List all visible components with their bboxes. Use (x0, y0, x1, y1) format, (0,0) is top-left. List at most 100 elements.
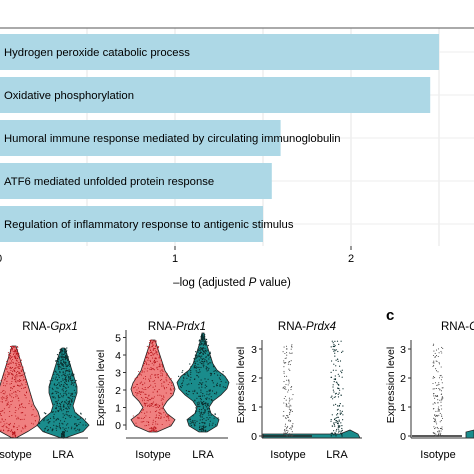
violin-point (435, 368, 437, 370)
violin-title-prefix: RNA- (22, 321, 50, 333)
violin-point (144, 360, 146, 363)
violin-point (290, 348, 292, 350)
violin-point (18, 400, 20, 402)
violin-point (208, 389, 210, 391)
violin-point (154, 382, 156, 385)
violin-point (71, 401, 73, 403)
violin-point (226, 379, 228, 381)
violin-point (432, 432, 434, 434)
violin-point (156, 350, 158, 353)
violin-point (61, 395, 63, 397)
violin-point (85, 424, 87, 426)
violin-point (204, 351, 206, 353)
violin-point (441, 417, 444, 419)
violin-point (160, 399, 162, 401)
violin-point (439, 421, 441, 423)
violin-point (202, 339, 204, 341)
violin-point (218, 377, 220, 379)
violin-point (156, 367, 158, 369)
violin-point (155, 344, 157, 346)
violin-point (289, 369, 291, 371)
violin-point (73, 428, 75, 430)
violin-point (56, 363, 59, 365)
violin-point (72, 392, 74, 394)
violin-point (202, 382, 204, 384)
violin-point (49, 427, 52, 429)
violin-point (147, 359, 149, 361)
violin-point (204, 402, 206, 404)
violin-point (3, 397, 5, 399)
violin-point (11, 347, 14, 349)
violin-point (144, 412, 146, 414)
violin-point (290, 409, 292, 411)
violin-point (63, 406, 65, 408)
violin-point (437, 399, 439, 401)
violin-point (206, 367, 208, 369)
violin-point (63, 431, 65, 433)
violin-point (55, 401, 57, 403)
violin-point (166, 380, 168, 382)
violin-point (28, 400, 31, 402)
violin-point (63, 432, 65, 434)
violin-point (438, 410, 440, 412)
violin-point (206, 338, 208, 340)
violin-point (14, 351, 17, 353)
violin-point (437, 430, 439, 433)
violin-point (199, 355, 201, 357)
violin-point (282, 386, 284, 388)
violin-point (292, 423, 294, 425)
violin-point (63, 361, 65, 363)
violin-point (194, 361, 196, 363)
violin-point (10, 430, 13, 432)
violin-point (75, 380, 77, 382)
violin-point (62, 396, 64, 398)
violin-point (9, 357, 11, 360)
violin-point (19, 372, 21, 374)
violin-point (196, 360, 198, 362)
violin-point (289, 361, 291, 363)
violin-point (3, 412, 5, 414)
violin-point (151, 339, 153, 341)
violin-point (21, 370, 23, 372)
violin-point (436, 384, 438, 386)
violin-point (340, 430, 343, 432)
violin-title-gene: Gpx1 (50, 321, 78, 333)
violin-point (136, 394, 138, 396)
violin-point (153, 401, 155, 403)
violin-point (63, 368, 65, 370)
violin-point (1, 425, 3, 428)
violin-point (30, 394, 32, 396)
violin-point (203, 335, 205, 337)
violin-point (53, 417, 55, 420)
violin-point (146, 396, 148, 399)
violin-point (285, 399, 287, 401)
violin-point (333, 404, 335, 406)
violin-point (186, 377, 188, 379)
violin-point (55, 406, 57, 408)
violin-point (70, 428, 73, 430)
violin-point (56, 418, 58, 420)
violin-point (147, 353, 150, 355)
violin-point (135, 391, 137, 394)
violin-point (4, 368, 6, 370)
violin-point (203, 401, 205, 403)
bar (0, 206, 263, 242)
violin-point (15, 415, 17, 417)
violin-point (11, 432, 13, 434)
violin-point (434, 428, 436, 430)
violin-point (2, 426, 4, 428)
violin-point (144, 375, 147, 378)
violin-point (192, 420, 194, 422)
violin-point (209, 420, 211, 422)
violin-point (200, 379, 202, 381)
violin-point (335, 435, 337, 437)
violin-point (180, 386, 182, 389)
violin-point (194, 412, 197, 414)
violin-point (442, 347, 444, 349)
violin-point (291, 425, 293, 427)
violin-point (60, 351, 62, 353)
violin-point (16, 370, 19, 372)
violin-point (17, 416, 19, 418)
violin-point (52, 377, 54, 379)
violin-point (155, 416, 158, 418)
